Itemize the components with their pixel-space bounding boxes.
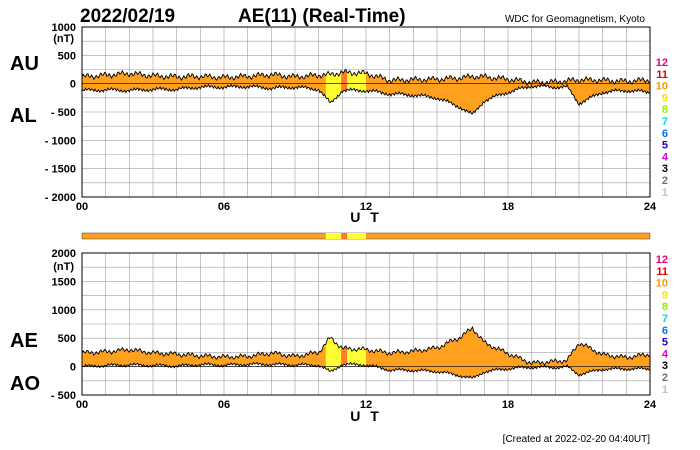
- y-tick-label: 500: [58, 333, 76, 345]
- au-al-grid: [82, 27, 650, 197]
- legend-item: 2: [662, 175, 668, 187]
- legend-item: 8: [662, 104, 668, 116]
- au-al-panel: AU AL (nT) 1000 500 0 - 500 - 1000 - 1500 - 20…: [10, 22, 657, 225]
- au-al-frame: [81, 26, 651, 198]
- x-tick-label: 06: [218, 201, 230, 213]
- x-tick-label: 18: [502, 399, 514, 411]
- x-tick-label: 12: [360, 399, 372, 411]
- y-unit-label: (nT): [53, 33, 74, 45]
- x-tick-label: 12: [360, 201, 372, 213]
- legend-item: 5: [662, 140, 668, 152]
- legend-item: 11: [656, 69, 668, 81]
- date-label: 2022/02/19: [80, 6, 175, 27]
- y-tick-label: - 1000: [45, 135, 76, 147]
- y-tick-label: 0: [70, 79, 76, 91]
- y-tick-label: 1000: [52, 305, 76, 317]
- chart-title: AE(11) (Real-Time): [238, 6, 406, 27]
- legend-item: 12: [656, 254, 668, 266]
- series-al: [81, 83, 651, 115]
- legend-item: 9: [662, 289, 668, 301]
- legend-item: 12: [656, 57, 668, 69]
- x-tick-label: 18: [502, 201, 514, 213]
- series-ao: [81, 361, 651, 379]
- legend-item: 3: [662, 163, 668, 175]
- legend-item: 1: [662, 384, 668, 396]
- legend-item: 7: [662, 116, 668, 128]
- ae-ao-frame: [81, 252, 651, 396]
- legend-item: 2: [662, 372, 668, 384]
- legend-item: 9: [662, 92, 668, 104]
- created-timestamp: [Created at 2022-02-20 04:40UT]: [503, 434, 651, 445]
- series-au: [81, 68, 651, 87]
- x-tick-label: 00: [76, 399, 88, 411]
- legend-item: 10: [656, 278, 668, 290]
- legend-item: 5: [662, 337, 668, 349]
- legend-item: 1: [662, 187, 668, 199]
- legend-item: 6: [662, 128, 668, 140]
- y-tick-label: - 1500: [45, 164, 76, 176]
- x-axis-label: U T: [350, 209, 382, 225]
- al-label: AL: [10, 105, 37, 127]
- au-al-y-ticks: 1000 500 0 - 500 - 1000 - 1500 - 2000: [45, 22, 76, 204]
- y-tick-label: 1000: [52, 22, 76, 34]
- au-al-x-ticks: 00 06 12 18 24: [76, 201, 657, 213]
- x-tick-label: 06: [218, 399, 230, 411]
- envelope-fill: [82, 69, 650, 115]
- organization-label: WDC for Geomagnetism, Kyoto: [505, 14, 645, 25]
- x-tick-label: 24: [644, 399, 657, 411]
- ae-ao-x-ticks: 00 06 12 18 24: [76, 399, 657, 411]
- y-tick-label: 2000: [52, 248, 76, 260]
- y-tick-label: - 2000: [45, 192, 76, 204]
- alert-band: [341, 327, 348, 378]
- ae-ao-panel: AE AO (nT) 2000 1500 1000 500 0 - 500 00 06 12 1…: [10, 248, 657, 424]
- ao-label: AO: [10, 373, 40, 395]
- ae-ao-y-ticks: 2000 1500 1000 500 0 - 500: [51, 248, 76, 402]
- y-tick-label: 500: [58, 50, 76, 62]
- series-ae: [81, 326, 651, 366]
- x-tick-label: 24: [644, 201, 657, 213]
- ae-label: AE: [10, 330, 38, 352]
- activity-strip: [81, 232, 651, 240]
- legend-item: 11: [656, 266, 668, 278]
- y-tick-label: - 500: [51, 107, 76, 119]
- ae-ao-grid: [82, 253, 650, 395]
- legend-item: 8: [662, 301, 668, 313]
- legend-item: 6: [662, 325, 668, 337]
- x-axis-label: U T: [350, 408, 382, 424]
- legend-item: 7: [662, 313, 668, 325]
- legend-item: 10: [656, 81, 668, 93]
- legend-item: 4: [662, 151, 669, 163]
- y-tick-label: 0: [70, 362, 76, 374]
- y-tick-label: - 500: [51, 390, 76, 402]
- y-tick-label: 1500: [52, 276, 76, 288]
- x-tick-label: 00: [76, 201, 88, 213]
- legend-item: 4: [662, 348, 669, 360]
- au-label: AU: [10, 53, 39, 75]
- strip-alert: [341, 233, 348, 239]
- y-unit-label: (nT): [53, 261, 74, 273]
- legend-item: 3: [662, 360, 668, 372]
